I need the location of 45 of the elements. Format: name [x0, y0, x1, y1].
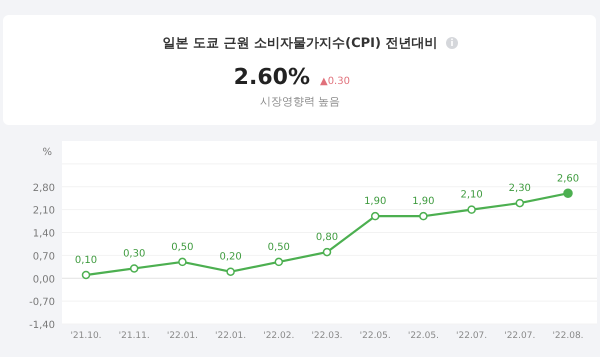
x-tick-label: '22.07. — [456, 331, 488, 341]
data-label: 0,10 — [74, 254, 98, 266]
chart-subtitle: 2.60% — [234, 65, 310, 90]
point — [178, 258, 187, 266]
x-tick-label: '22.01. — [215, 331, 246, 341]
data-label: 1,90 — [364, 196, 386, 208]
data-label: 0,30 — [123, 248, 146, 260]
x-tick-label: '22.05. — [360, 331, 391, 341]
point — [274, 258, 284, 266]
point — [370, 212, 380, 220]
x-tick-label: '22.03. — [311, 331, 343, 341]
x-tick-label: '22.05. — [408, 331, 439, 341]
y-tick-label: -0,70 — [29, 297, 55, 308]
point — [82, 270, 90, 280]
y-tick-label: 2,80 — [32, 182, 55, 194]
x-tick-label: '21.11. — [118, 331, 150, 341]
point — [563, 188, 573, 198]
data-label: 0,80 — [316, 232, 338, 244]
y-tick-label: 2,10 — [32, 206, 55, 217]
data-label: 2,10 — [460, 190, 483, 201]
point — [419, 212, 428, 220]
point — [516, 198, 524, 208]
data-label: 0,20 — [219, 252, 242, 263]
data-label: 2,60 — [556, 173, 580, 184]
text: ▲0.30 — [320, 76, 350, 87]
point — [130, 264, 138, 273]
point — [467, 205, 476, 214]
x-tick-label: '22.01. — [166, 331, 198, 341]
chart-title: 일본 도쿄 근원 소비자물가지수(CPI) 전년대비 — [162, 36, 438, 51]
data-label: 0,50 — [171, 242, 194, 253]
data-label: 1,90 — [412, 196, 435, 208]
data-label: 0,50 — [268, 242, 290, 253]
y-tick-label: -1,40 — [29, 320, 55, 331]
y-tick-label: 0,70 — [32, 251, 55, 262]
point — [322, 248, 332, 256]
x-tick-label: '22.02. — [263, 331, 294, 341]
y-tick-label: 0,00 — [32, 274, 55, 286]
y-tick-label: 1,40 — [32, 228, 55, 240]
x-tick-label: '22.07. — [504, 331, 536, 341]
data-label: 2,30 — [508, 183, 531, 194]
x-tick-label: '22.08. — [552, 331, 584, 341]
point — [226, 267, 235, 276]
y-axis-title: % — [42, 147, 52, 158]
text: 시장영향력 높음 — [260, 95, 340, 108]
x-tick-label: '21.10. — [70, 331, 102, 341]
